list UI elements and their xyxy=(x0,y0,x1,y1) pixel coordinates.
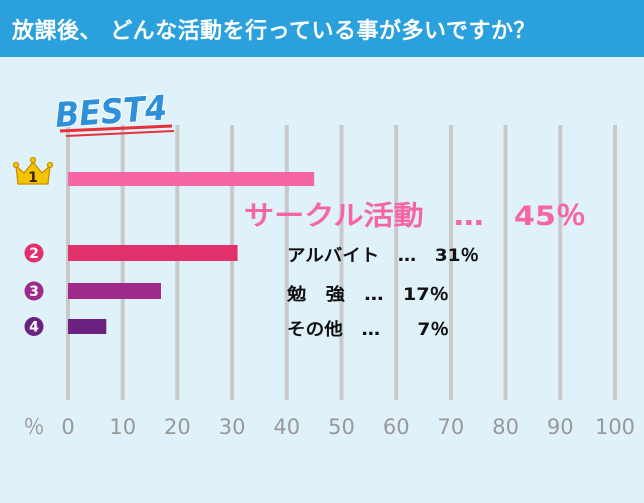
x-tick-label: 90 xyxy=(547,415,574,439)
data-labels: サークル活動 … 45％ アルバイト … 31％ 勉 強 … 17％ その他 … 7％ xyxy=(244,201,586,340)
x-tick-label: 60 xyxy=(383,415,410,439)
bar-1 xyxy=(68,172,315,186)
bar-4 xyxy=(68,319,107,334)
rank-number: 3 xyxy=(29,284,39,300)
x-tick-label: 20 xyxy=(164,415,191,439)
rank-number: 1 xyxy=(28,170,38,186)
best4-badge: BEST4 xyxy=(53,87,175,137)
rank-badge-4: 4 xyxy=(24,317,44,336)
x-axis-unit: ％ xyxy=(24,415,45,439)
data-label-3: 勉 強 … 17％ xyxy=(286,284,449,305)
bar-3 xyxy=(68,283,161,299)
x-tick-label: 0 xyxy=(61,415,74,439)
x-tick-labels: 0 10 20 30 40 50 60 70 80 90 100 ％ xyxy=(24,415,636,439)
rank-number: 2 xyxy=(29,246,39,262)
chart-panel xyxy=(0,57,644,503)
best4-label: BEST4 xyxy=(54,88,169,136)
x-tick-label: 100 xyxy=(595,415,635,439)
x-tick-label: 30 xyxy=(219,415,246,439)
x-tick-label: 70 xyxy=(438,415,465,439)
x-tick-label: 40 xyxy=(273,415,300,439)
x-tick-label: 50 xyxy=(328,415,355,439)
x-tick-label: 80 xyxy=(492,415,519,439)
rank-badge-2: 2 xyxy=(24,243,44,263)
data-label-4: その他 … 7％ xyxy=(287,319,449,340)
data-label-2: アルバイト … 31％ xyxy=(287,246,479,266)
badge-underline xyxy=(65,130,175,137)
gridlines xyxy=(66,125,617,400)
bars xyxy=(68,172,315,334)
data-label-1: サークル活動 … 45％ xyxy=(244,201,586,232)
badge-underline xyxy=(59,124,173,133)
crown-icon: 1 xyxy=(12,156,54,186)
page-title: 放課後、 どんな活動を行っている事が多いですか？ xyxy=(12,18,536,44)
bar-2 xyxy=(68,245,238,261)
x-tick-label: 10 xyxy=(109,415,136,439)
rank-badge-3: 3 xyxy=(24,281,44,301)
header-bar: 放課後、 どんな活動を行っている事が多いですか？ xyxy=(0,0,644,57)
rank-markers: 1 2 3 4 xyxy=(12,156,54,336)
rank-number: 4 xyxy=(29,320,39,336)
